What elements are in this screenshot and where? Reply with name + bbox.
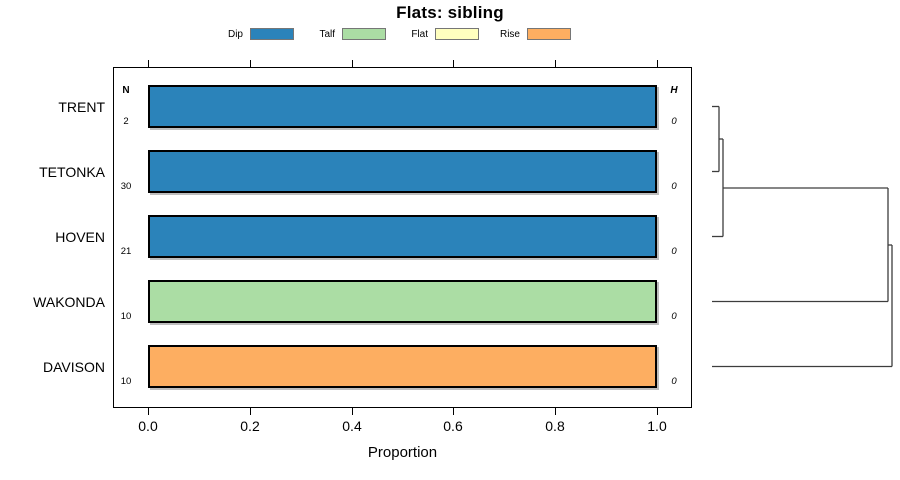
x-tick-label: 0.4 [342,418,362,434]
axis-tick [453,60,455,67]
x-tick-label: 1.0 [647,418,667,434]
axis-tick [250,60,252,67]
n-value: 30 [120,181,132,192]
row-label-hoven: HOVEN [55,229,105,245]
n-value: 2 [123,116,129,127]
bar [148,215,657,258]
n-value: 10 [120,376,132,387]
axis-tick [250,408,252,415]
axis-tick [657,408,659,415]
h-value: 0 [671,246,677,257]
legend-swatch-dip [250,28,294,40]
axis-tick [453,408,455,415]
bar-row-wakonda [148,280,657,323]
row-label-trent: TRENT [58,99,105,115]
axis-tick [555,60,557,67]
bar-row-trent [148,85,657,128]
legend-swatch-rise [527,28,571,40]
n-value: 21 [120,246,132,257]
n-column-header: N [122,85,130,96]
chart-title: Flats: sibling [396,3,504,22]
legend-label-talf: Talf [319,28,335,40]
legend-swatch-talf [342,28,386,40]
x-tick-label: 0.6 [443,418,463,434]
x-tick-label: 0.2 [240,418,260,434]
row-label-tetonka: TETONKA [39,164,105,180]
legend-item-dip: Dip [195,26,294,42]
bar [148,85,657,128]
h-value: 0 [671,376,677,387]
legend-label-flat: Flat [411,28,428,40]
h-value: 0 [671,116,677,127]
h-column-header: H [670,85,678,96]
h-value: 0 [671,181,677,192]
bar [148,345,657,388]
bar-row-davison [148,345,657,388]
h-value: 0 [671,311,677,322]
axis-tick [148,60,150,67]
x-tick-label: 0.0 [138,418,158,434]
axis-tick [555,408,557,415]
legend-label-dip: Dip [227,28,243,40]
bar [148,280,657,323]
row-label-wakonda: WAKONDA [33,294,105,310]
n-value: 10 [120,311,132,322]
legend-swatch-flat [435,28,479,40]
legend-item-flat: Flat [380,26,479,42]
legend-item-rise: Rise [472,26,571,42]
x-tick-label: 0.8 [545,418,565,434]
bar-row-hoven [148,215,657,258]
legend-label-rise: Rise [499,28,520,40]
axis-tick [352,60,354,67]
x-axis-label: Proportion [367,444,438,461]
row-label-davison: DAVISON [43,359,105,375]
legend-item-talf: Talf [287,26,386,42]
axis-tick [657,60,659,67]
axis-tick [352,408,354,415]
axis-tick [148,408,150,415]
bar-row-tetonka [148,150,657,193]
bar [148,150,657,193]
